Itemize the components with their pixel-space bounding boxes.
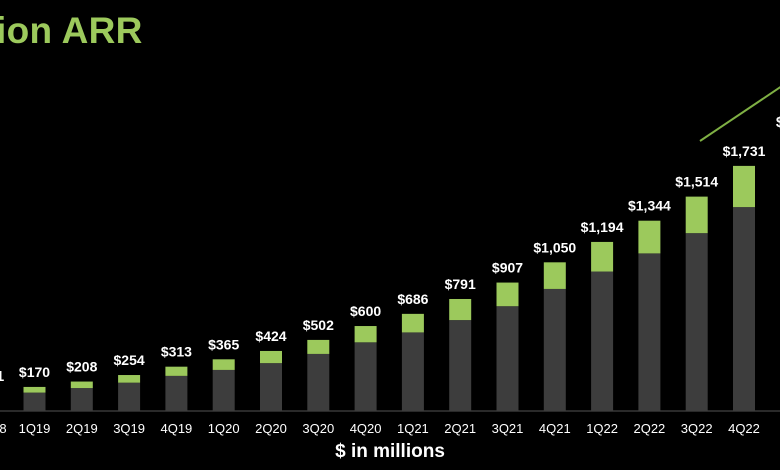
value-label-2q21: $791: [445, 276, 476, 292]
chart-title: ion ARR: [0, 10, 143, 51]
tick-label-3q20: 3Q20: [302, 421, 334, 436]
tick-labels-group: 1Q19 2Q19 3Q19 4Q19 1Q20 2Q20 3Q20 4Q20 1Q21 2Q21…: [19, 421, 760, 436]
bar-base-3q19: [118, 382, 141, 411]
trend-arrow: [699, 86, 780, 142]
value-label-1q20: $365: [208, 336, 239, 352]
value-label-3q20: $502: [303, 317, 334, 333]
bar-base-1q21: [401, 332, 424, 411]
value-label-1q21: $686: [397, 291, 428, 307]
value-label-2q20: $424: [255, 328, 286, 344]
tick-label-1q21: 1Q21: [397, 421, 429, 436]
partial-tick-label: 8: [0, 421, 7, 436]
bar-growth-2q21: [449, 298, 472, 321]
bar-base-4q21: [543, 288, 566, 411]
partial-value-label: 1: [0, 368, 4, 385]
bar-growth-1q22: [591, 241, 614, 272]
bar-base-4q20: [354, 342, 377, 411]
tick-label-3q19: 3Q19: [113, 421, 145, 436]
bar-base-2q19: [70, 388, 93, 411]
units-label: $ in millions: [335, 441, 445, 462]
value-labels-group: $170 $208 $254 $313 $365 $424 $502 $600 $686 $791…: [19, 143, 766, 380]
bars-group: [23, 165, 755, 411]
value-label-3q21: $907: [492, 260, 523, 276]
bar-base-2q22: [638, 253, 661, 411]
partial-right-value-label: $: [776, 114, 780, 131]
value-label-1q22: $1,194: [581, 219, 624, 235]
bar-growth-2q20: [260, 350, 282, 364]
bar-growth-3q20: [307, 339, 330, 354]
tick-label-2q21: 2Q21: [444, 421, 476, 436]
bar-growth-1q20: [212, 359, 235, 370]
bar-base-3q22: [685, 233, 708, 411]
bar-base-3q20: [307, 353, 330, 411]
tick-label-4q19: 4Q19: [160, 421, 192, 436]
bar-base-1q19: [23, 392, 46, 411]
bar-base-1q22: [591, 271, 614, 411]
value-label-4q22: $1,731: [723, 143, 766, 159]
tick-label-4q20: 4Q20: [350, 421, 382, 436]
tick-label-1q22: 1Q22: [586, 421, 618, 436]
bar-growth-3q22: [685, 196, 708, 234]
value-label-2q22: $1,344: [628, 198, 671, 214]
value-label-3q19: $254: [114, 352, 145, 368]
tick-label-2q22: 2Q22: [633, 421, 665, 436]
value-label-1q19: $170: [19, 364, 50, 380]
tick-label-4q22: 4Q22: [728, 421, 760, 436]
bar-growth-4q21: [543, 262, 566, 289]
value-label-3q22: $1,514: [675, 174, 718, 190]
value-label-2q19: $208: [66, 359, 97, 375]
bar-base-4q22: [733, 207, 755, 411]
bar-base-3q21: [496, 306, 519, 411]
tick-label-1q20: 1Q20: [208, 421, 240, 436]
tick-label-3q22: 3Q22: [681, 421, 713, 436]
bar-base-1q20: [212, 369, 235, 411]
bar-growth-2q22: [638, 220, 661, 254]
bar-growth-4q20: [354, 326, 377, 343]
bar-growth-4q19: [165, 366, 188, 376]
bar-growth-4q22: [733, 165, 755, 208]
bar-base-2q20: [260, 363, 282, 411]
bar-growth-3q21: [496, 282, 519, 307]
value-label-4q19: $313: [161, 344, 192, 360]
tick-label-4q21: 4Q21: [539, 421, 571, 436]
value-label-4q21: $1,050: [533, 239, 576, 255]
bar-growth-3q19: [118, 375, 141, 383]
partial-edge-labels: 8 1 $: [0, 114, 780, 436]
tick-label-3q21: 3Q21: [492, 421, 524, 436]
value-label-4q20: $600: [350, 303, 381, 319]
tick-label-2q19: 2Q19: [66, 421, 98, 436]
bar-growth-1q21: [401, 313, 424, 333]
tick-label-2q20: 2Q20: [255, 421, 287, 436]
bar-growth-2q19: [70, 381, 93, 389]
bar-base-2q21: [449, 320, 472, 411]
bar-growth-1q19: [23, 386, 46, 393]
bar-base-4q19: [165, 375, 188, 411]
tick-label-1q19: 1Q19: [19, 421, 51, 436]
